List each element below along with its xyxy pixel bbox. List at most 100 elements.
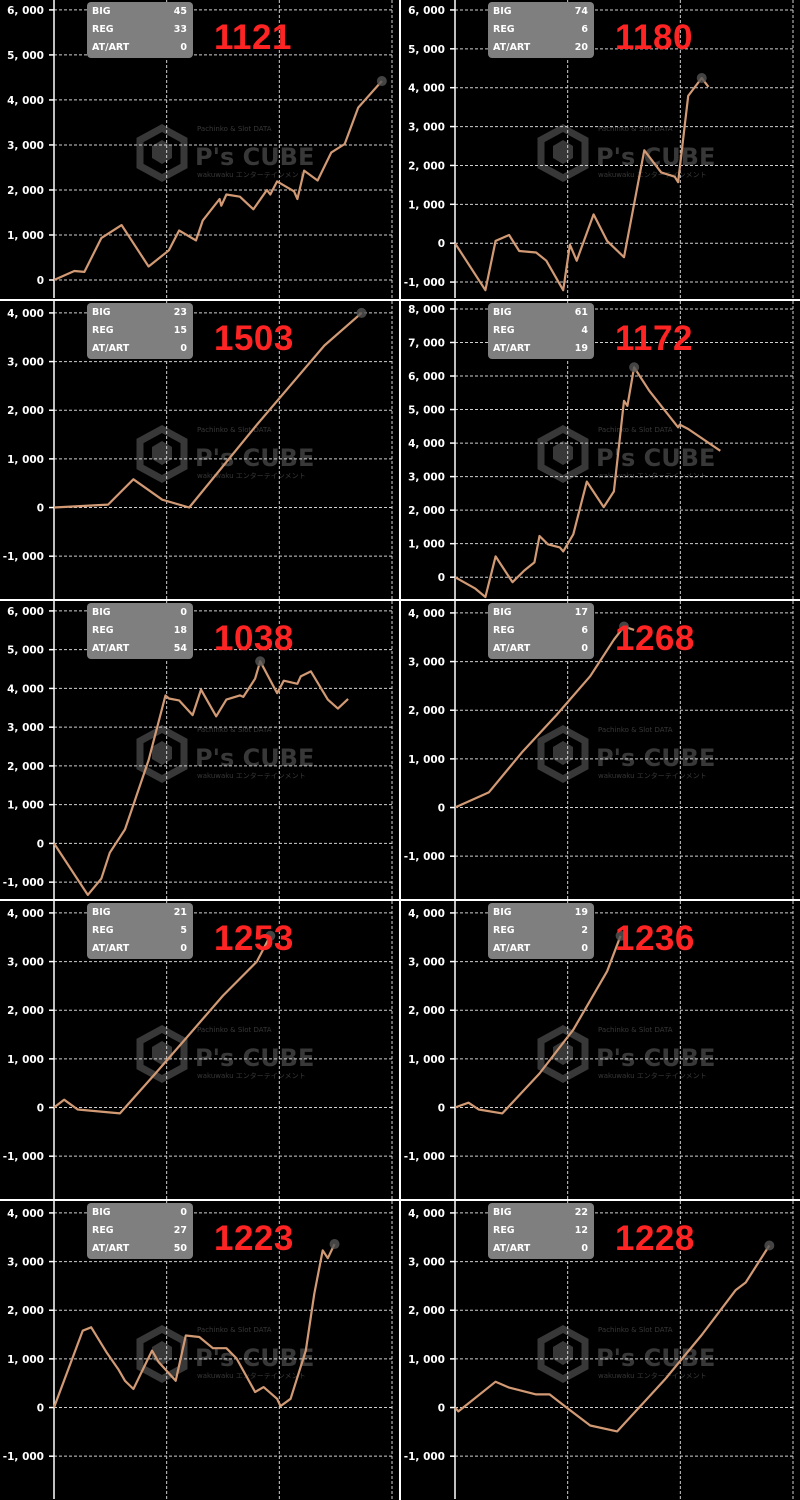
machine-number: 1503 <box>214 319 294 358</box>
stats-box: BIG 21 REG 5 AT/ART 0 <box>87 903 193 959</box>
stats-row-reg: REG 2 <box>493 922 588 940</box>
stats-label: REG <box>493 325 515 336</box>
y-tick-label: 0 <box>438 238 445 250</box>
chart-panel-1180: P's CUBE Pachinko & Slot DATA wakuwaku エンタ… <box>401 0 799 298</box>
y-tick-label: 3, 000 <box>7 722 44 734</box>
y-tick-label: 1, 000 <box>7 1054 44 1066</box>
stats-row-big: BIG 74 <box>493 3 588 21</box>
row-divider <box>0 899 800 901</box>
y-tick-label: 1, 000 <box>408 199 445 211</box>
stats-row-big: BIG 0 <box>92 1204 187 1222</box>
stats-row-big: BIG 19 <box>493 904 588 922</box>
max-marker <box>764 1240 775 1251</box>
machine-number: 1253 <box>214 919 294 958</box>
stats-label: BIG <box>92 1207 111 1218</box>
row-divider <box>0 599 800 601</box>
max-marker <box>629 362 640 373</box>
stats-row-at-art: AT/ART 50 <box>92 1240 187 1258</box>
y-tick-label: 8, 000 <box>408 304 445 316</box>
stats-label: AT/ART <box>493 1243 531 1254</box>
y-tick-label: 1, 000 <box>7 454 44 466</box>
y-tick-label: 0 <box>438 803 445 815</box>
y-tick-label: 5, 000 <box>408 44 445 56</box>
cube-inner-icon <box>152 741 172 765</box>
stats-label: AT/ART <box>493 643 531 654</box>
max-marker <box>696 72 707 83</box>
cube-logo-icon <box>136 425 188 483</box>
chart-panel-1223: P's CUBE Pachinko & Slot DATA wakuwaku エンタ… <box>0 1201 398 1499</box>
y-tick-label: 3, 000 <box>408 957 445 969</box>
y-tick-label: 3, 000 <box>408 657 445 669</box>
stats-value: 0 <box>180 42 187 53</box>
stats-box: BIG 0 REG 27 AT/ART 50 <box>87 1203 193 1259</box>
y-tick-label: 0 <box>438 1103 445 1115</box>
stats-value: 0 <box>180 943 187 954</box>
cube-logo-icon <box>136 725 188 783</box>
y-tick-label: 2, 000 <box>408 705 445 717</box>
watermark-tagline: Pachinko & Slot DATA <box>197 1326 272 1334</box>
y-tick-label: 2, 000 <box>408 1305 445 1317</box>
stats-value: 27 <box>173 1225 187 1236</box>
max-marker <box>376 76 387 87</box>
y-tick-label: 4, 000 <box>7 908 44 920</box>
y-tick-label: 6, 000 <box>7 5 44 17</box>
watermark-tagline: Pachinko & Slot DATA <box>598 726 673 734</box>
stats-label: REG <box>92 925 114 936</box>
y-tick-label: 2, 000 <box>408 160 445 172</box>
y-tick-label: 2, 000 <box>7 1305 44 1317</box>
watermark-logo: P's CUBE Pachinko & Slot DATA wakuwaku エンタ… <box>136 124 314 182</box>
stats-row-reg: REG 15 <box>92 322 187 340</box>
watermark-logo: P's CUBE Pachinko & Slot DATA wakuwaku エンタ… <box>537 725 715 783</box>
y-tick-label: 5, 000 <box>7 50 44 62</box>
watermark-logo: P's CUBE Pachinko & Slot DATA wakuwaku エンタ… <box>537 1025 715 1083</box>
cube-logo-icon <box>537 725 589 783</box>
stats-box: BIG 74 REG 6 AT/ART 20 <box>488 2 594 58</box>
stats-value: 0 <box>180 343 187 354</box>
cube-logo-icon <box>136 1325 188 1383</box>
max-marker <box>265 930 276 941</box>
stats-value: 54 <box>173 643 187 654</box>
watermark-tagline: Pachinko & Slot DATA <box>598 426 673 434</box>
stats-row-reg: REG 6 <box>493 21 588 39</box>
stats-label: BIG <box>493 1207 512 1218</box>
row-divider <box>0 299 800 301</box>
series-line <box>53 80 383 282</box>
series-line <box>53 935 272 1115</box>
watermark-logo: P's CUBE Pachinko & Slot DATA wakuwaku エンタ… <box>136 1025 314 1083</box>
chart-svg: P's CUBE Pachinko & Slot DATA wakuwaku エンタ… <box>408 301 794 599</box>
y-tick-label: 3, 000 <box>7 357 44 369</box>
stats-value: 33 <box>173 24 187 35</box>
column-divider <box>399 0 401 1500</box>
machine-number: 1172 <box>615 319 693 358</box>
y-tick-label: 2, 000 <box>7 185 44 197</box>
stats-box: BIG 0 REG 18 AT/ART 54 <box>87 603 193 659</box>
watermark-sub: wakuwaku エンターテインメント <box>598 1071 707 1080</box>
stats-box: BIG 61 REG 4 AT/ART 19 <box>488 303 594 359</box>
stats-row-at-art: AT/ART 0 <box>493 640 588 658</box>
y-tick-label: 0 <box>37 275 44 287</box>
y-tick-label: 5, 000 <box>7 645 44 657</box>
cube-inner-icon <box>152 1041 172 1065</box>
chart-svg: P's CUBE Pachinko & Slot DATA wakuwaku エンタ… <box>7 0 393 298</box>
watermark-tagline: Pachinko & Slot DATA <box>197 125 272 133</box>
stats-row-big: BIG 21 <box>92 904 187 922</box>
watermark-brand: P's CUBE <box>195 444 314 472</box>
stats-row-at-art: AT/ART 0 <box>493 1240 588 1258</box>
y-tick-label: 2, 000 <box>7 405 44 417</box>
y-tick-label: 0 <box>37 1403 44 1415</box>
stats-label: AT/ART <box>493 42 531 53</box>
chart-svg: P's CUBE Pachinko & Slot DATA wakuwaku エンタ… <box>3 301 393 599</box>
stats-label: AT/ART <box>493 943 531 954</box>
watermark-logo: P's CUBE Pachinko & Slot DATA wakuwaku エンタ… <box>136 425 314 483</box>
y-tick-label: 5, 000 <box>408 405 445 417</box>
series-line <box>454 1244 771 1433</box>
max-marker <box>255 656 266 667</box>
stats-row-big: BIG 17 <box>493 604 588 622</box>
y-tick-label: 1, 000 <box>7 800 44 812</box>
stats-row-big: BIG 61 <box>493 304 588 322</box>
cube-inner-icon <box>553 741 573 765</box>
y-tick-label: 6, 000 <box>408 5 445 17</box>
watermark-tagline: Pachinko & Slot DATA <box>197 726 272 734</box>
stats-row-at-art: AT/ART 19 <box>493 340 588 358</box>
max-marker <box>619 621 629 632</box>
